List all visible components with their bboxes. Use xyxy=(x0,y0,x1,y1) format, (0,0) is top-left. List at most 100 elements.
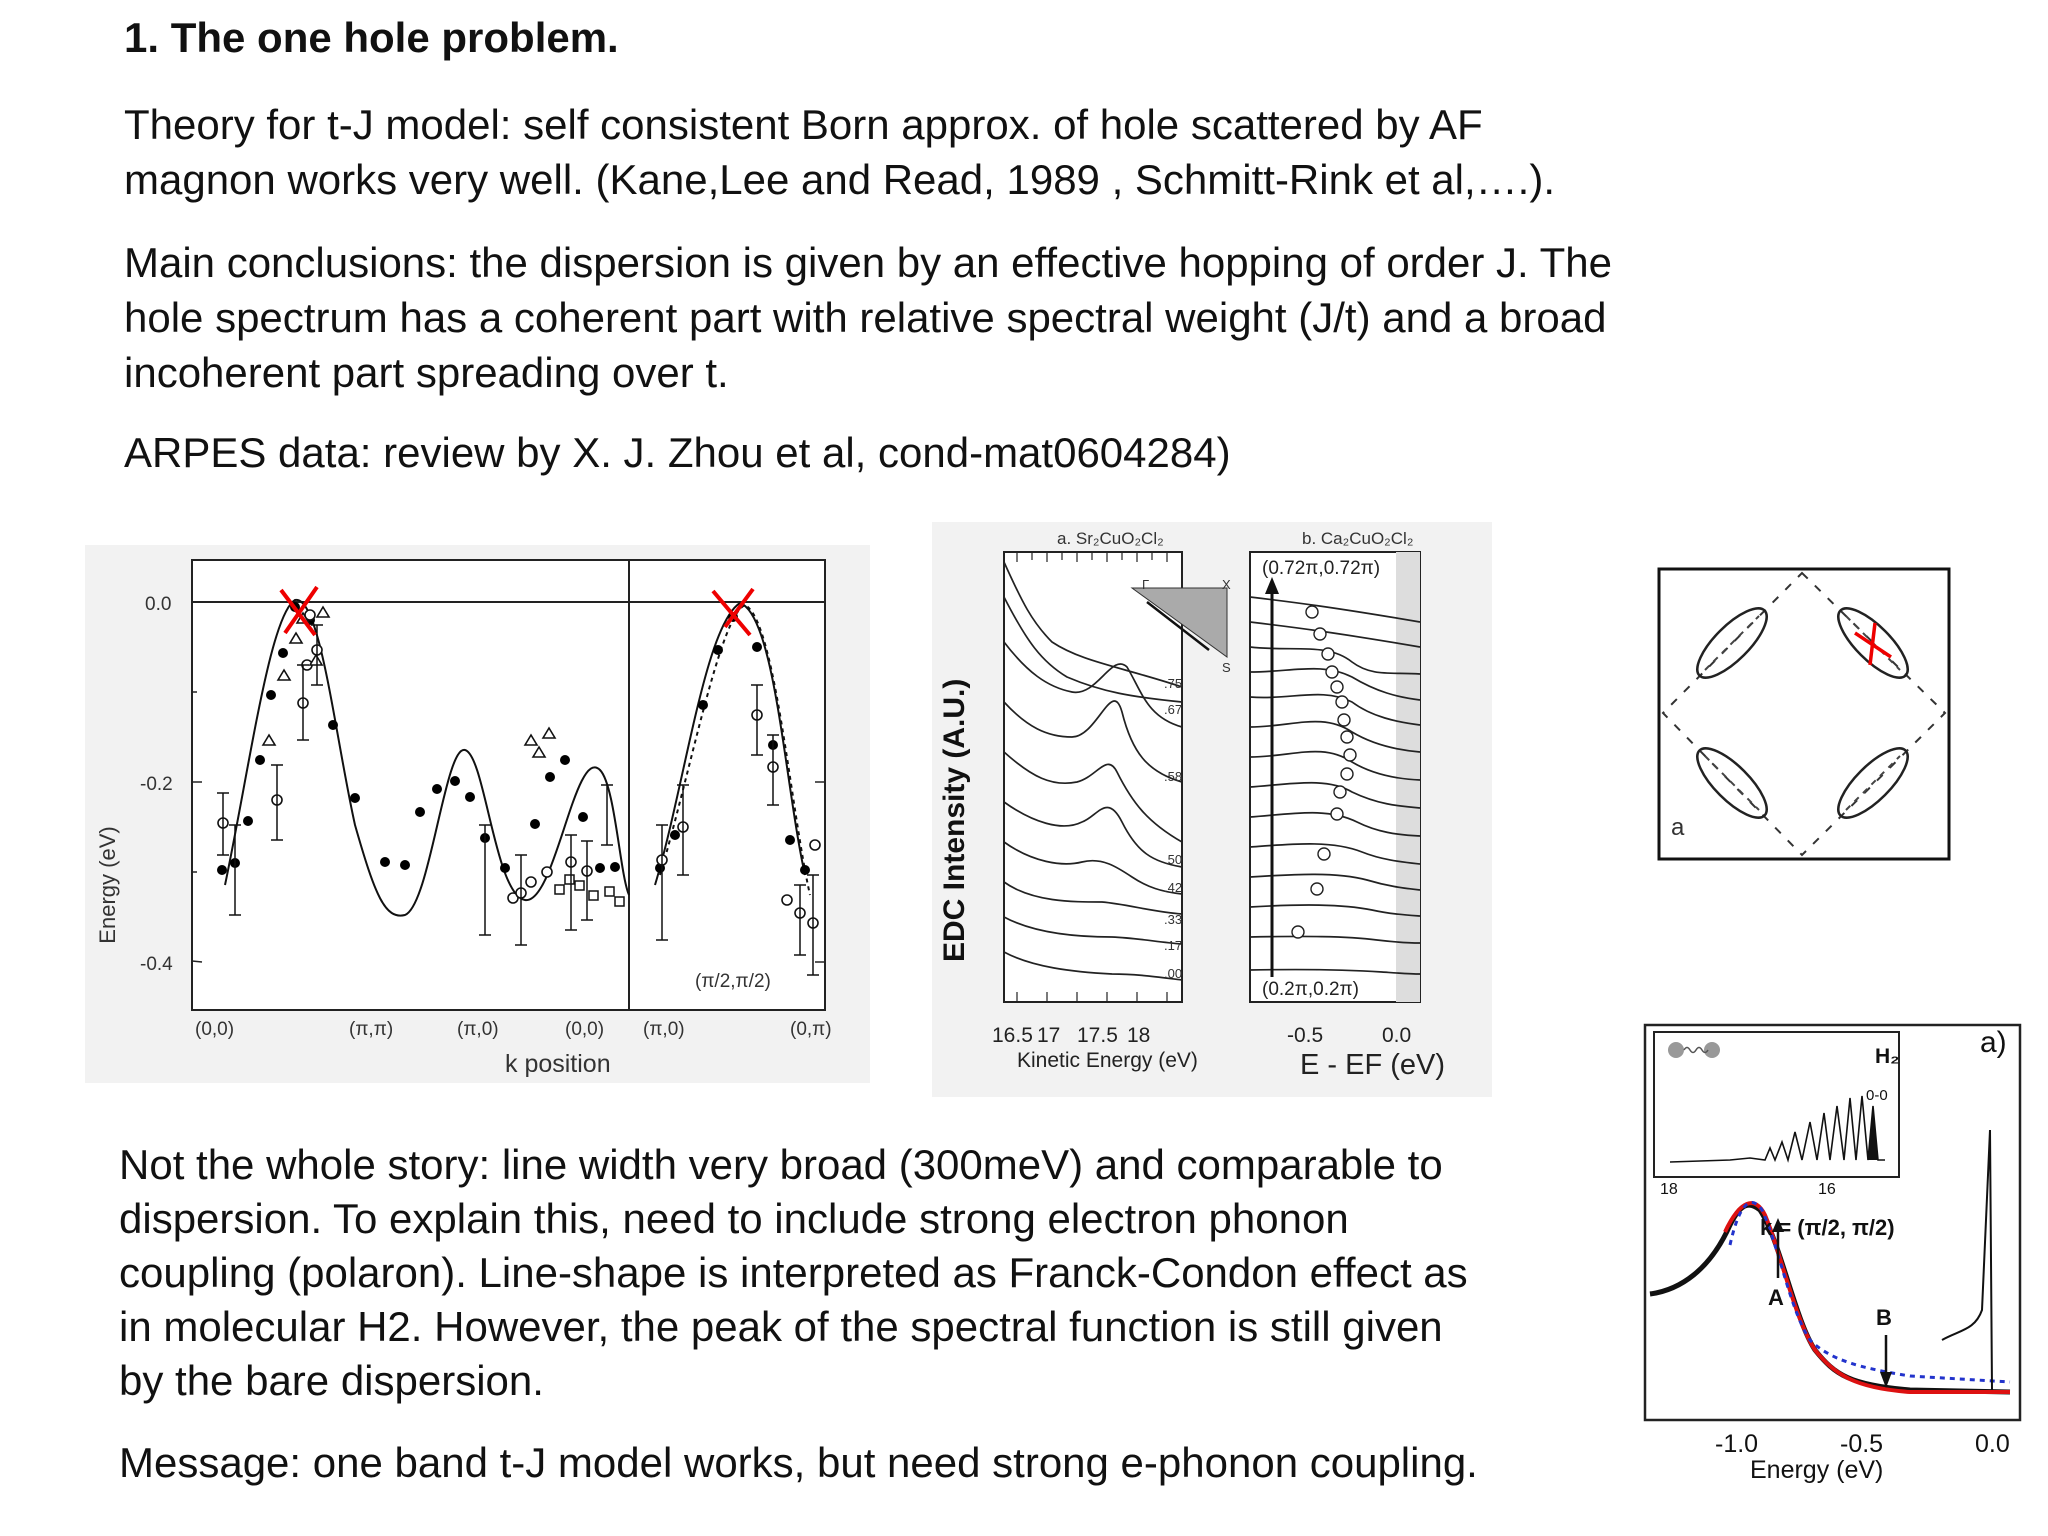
ytick-2: -0.4 xyxy=(140,954,173,975)
y-axis-label: Energy (eV) xyxy=(95,826,120,943)
xtick-b-1: 0.0 xyxy=(1382,1024,1411,1047)
svg-text:.17: .17 xyxy=(1164,938,1182,953)
edc-xlabel-b: E - EF (eV) xyxy=(1300,1049,1445,1081)
paragraph-story-line5: by the bare dispersion. xyxy=(119,1357,544,1404)
h2-00-peak xyxy=(1868,1110,1878,1160)
ytick-0: 0.0 xyxy=(145,594,171,615)
marker-a-head xyxy=(1772,1218,1784,1232)
bz-frame xyxy=(1657,567,1951,861)
svg-text:.33: .33 xyxy=(1164,912,1182,927)
inset-x: X xyxy=(1222,577,1231,592)
fc-panel-label: a) xyxy=(1980,1026,2007,1059)
xtick-0: (0,0) xyxy=(195,1019,234,1040)
figure-edc: a. Sr₂CuO₂Cl₂ b. Ca₂CuO₂Cl₂ EDC Intensit… xyxy=(932,522,1492,1097)
paragraph-message: Message: one band t-J model works, but n… xyxy=(119,1439,1478,1486)
k-label: k = (π/2, π/2) xyxy=(1760,1215,1895,1240)
xtick-a-1: 17 xyxy=(1037,1024,1060,1047)
theory-curve-right-solid xyxy=(654,601,806,886)
fc-xlabel: Energy (eV) xyxy=(1750,1456,1883,1484)
fc-xtick-0: -1.0 xyxy=(1715,1430,1758,1458)
k-arrow-head xyxy=(1265,577,1279,594)
bz-triangle xyxy=(1130,587,1228,658)
marker-b: B xyxy=(1876,1305,1892,1330)
hole-pockets xyxy=(1696,607,1909,819)
h2-peak-label: 0-0 xyxy=(1866,1087,1888,1104)
h2-atom-left xyxy=(1668,1042,1684,1058)
title-b: b. Ca₂CuO₂Cl₂ xyxy=(1302,529,1413,548)
paragraph-theory-line1: Theory for t-J model: self consistent Bo… xyxy=(124,101,1483,148)
paragraph-story-line1: Not the whole story: line width very bro… xyxy=(119,1141,1443,1188)
figure-fermi-pockets: a xyxy=(1655,565,1955,865)
tick-marks xyxy=(191,601,825,963)
edc-ticks-a xyxy=(1016,552,1168,1002)
inset-gamma: Γ xyxy=(1142,577,1149,592)
paragraph-conclusions-line1: Main conclusions: the dispersion is give… xyxy=(124,239,1612,286)
filled-points xyxy=(217,602,810,875)
franck-condon-plot: a) H₂ 0-0 18 16 k = (π/2, π/2) A B -1.0 … xyxy=(1643,1023,2022,1484)
theory-curve-left xyxy=(224,598,630,917)
marker-b-head xyxy=(1880,1372,1892,1388)
svg-text:.67: .67 xyxy=(1164,702,1182,717)
h2-xtick-left: 18 xyxy=(1660,1181,1678,1198)
k-top-label: (0.72π,0.72π) xyxy=(1262,558,1380,579)
inset-s: S xyxy=(1222,660,1231,675)
x-axis-label: k position xyxy=(505,1050,611,1078)
figure-dispersion: 0.0 -0.2 -0.4 Energy (eV) (0,0) (π,π) (π… xyxy=(85,545,870,1083)
pocket-label: a xyxy=(1671,814,1685,841)
xtick-a-3: 18 xyxy=(1127,1024,1150,1047)
h2-label: H₂ xyxy=(1875,1045,1900,1068)
svg-text:.58: .58 xyxy=(1164,769,1182,784)
xtick-2: (π,0) xyxy=(457,1019,499,1040)
arpes-fit-blue xyxy=(1728,1200,2011,1384)
annotation-pi2: (π/2,π/2) xyxy=(695,971,771,992)
xtick-3: (0,0) xyxy=(565,1019,604,1040)
edc-curve-labels: .75 .67 .58 .50 .42 .33 .17 .00 xyxy=(1164,676,1182,981)
page-heading: 1. The one hole problem. xyxy=(124,14,619,61)
paragraph-theory-line2: magnon works very well. (Kane,Lee and Re… xyxy=(124,156,1555,203)
ytick-1: -0.2 xyxy=(140,774,173,795)
h2-atom-right xyxy=(1704,1042,1720,1058)
edc-curves-b xyxy=(1249,596,1421,975)
xtick-b-0: -0.5 xyxy=(1287,1024,1323,1047)
red-cross-markers xyxy=(279,585,755,637)
pocket-diagram: a xyxy=(1657,567,1951,861)
dispersion-plot: 0.0 -0.2 -0.4 Energy (eV) (0,0) (π,π) (π… xyxy=(95,559,832,1078)
edc-peak-markers xyxy=(1291,605,1357,939)
edc-curves-a xyxy=(1003,561,1183,981)
paragraph-conclusions-line3: incoherent part spreading over t. xyxy=(124,349,729,396)
h2-inset-frame xyxy=(1653,1031,1900,1178)
xtick-5: (0,π) xyxy=(790,1019,832,1040)
svg-text:.50: .50 xyxy=(1164,852,1182,867)
reference-curve xyxy=(1941,1129,1993,1391)
h2-xtick-right: 16 xyxy=(1818,1181,1836,1198)
shaded-region xyxy=(1396,552,1420,1002)
paragraph-story-line2: dispersion. To explain this, need to inc… xyxy=(119,1195,1349,1242)
svg-text:.42: .42 xyxy=(1164,880,1182,895)
svg-text:.75: .75 xyxy=(1164,676,1182,691)
h2-spring xyxy=(1683,1046,1709,1054)
square-points xyxy=(554,874,625,907)
paragraph-story-line3: coupling (polaron). Line-shape is interp… xyxy=(119,1249,1468,1296)
paragraph-arpes: ARPES data: review by X. J. Zhou et al, … xyxy=(124,429,1231,476)
error-bars xyxy=(217,624,819,976)
xtick-1: (π,π) xyxy=(349,1019,393,1040)
edc-plot: a. Sr₂CuO₂Cl₂ b. Ca₂CuO₂Cl₂ EDC Intensit… xyxy=(938,529,1445,1081)
k-arrow xyxy=(1146,601,1210,651)
k-bottom-label: (0.2π,0.2π) xyxy=(1262,979,1359,1000)
title-a: a. Sr₂CuO₂Cl₂ xyxy=(1057,529,1164,548)
fc-xtick-2: 0.0 xyxy=(1975,1430,2010,1458)
edc-xlabel-a: Kinetic Energy (eV) xyxy=(1017,1049,1198,1072)
xtick-a-2: 17.5 xyxy=(1077,1024,1118,1047)
xtick-a-0: 16.5 xyxy=(992,1024,1033,1047)
red-cross-pocket xyxy=(1854,622,1892,666)
fc-xtick-1: -0.5 xyxy=(1840,1430,1883,1458)
xtick-4: (π,0) xyxy=(643,1019,685,1040)
paragraph-story-line4: in molecular H2. However, the peak of th… xyxy=(119,1303,1443,1350)
edc-ylabel: EDC Intensity (A.U.) xyxy=(938,679,971,962)
h2-spectrum xyxy=(1669,1095,1885,1163)
svg-text:.00: .00 xyxy=(1164,966,1182,981)
figure-franck-condon: a) H₂ 0-0 18 16 k = (π/2, π/2) A B -1.0 … xyxy=(1630,1010,2025,1490)
marker-a: A xyxy=(1768,1285,1784,1310)
frame-a xyxy=(1003,551,1183,1003)
paragraph-conclusions-line2: hole spectrum has a coherent part with r… xyxy=(124,294,1607,341)
